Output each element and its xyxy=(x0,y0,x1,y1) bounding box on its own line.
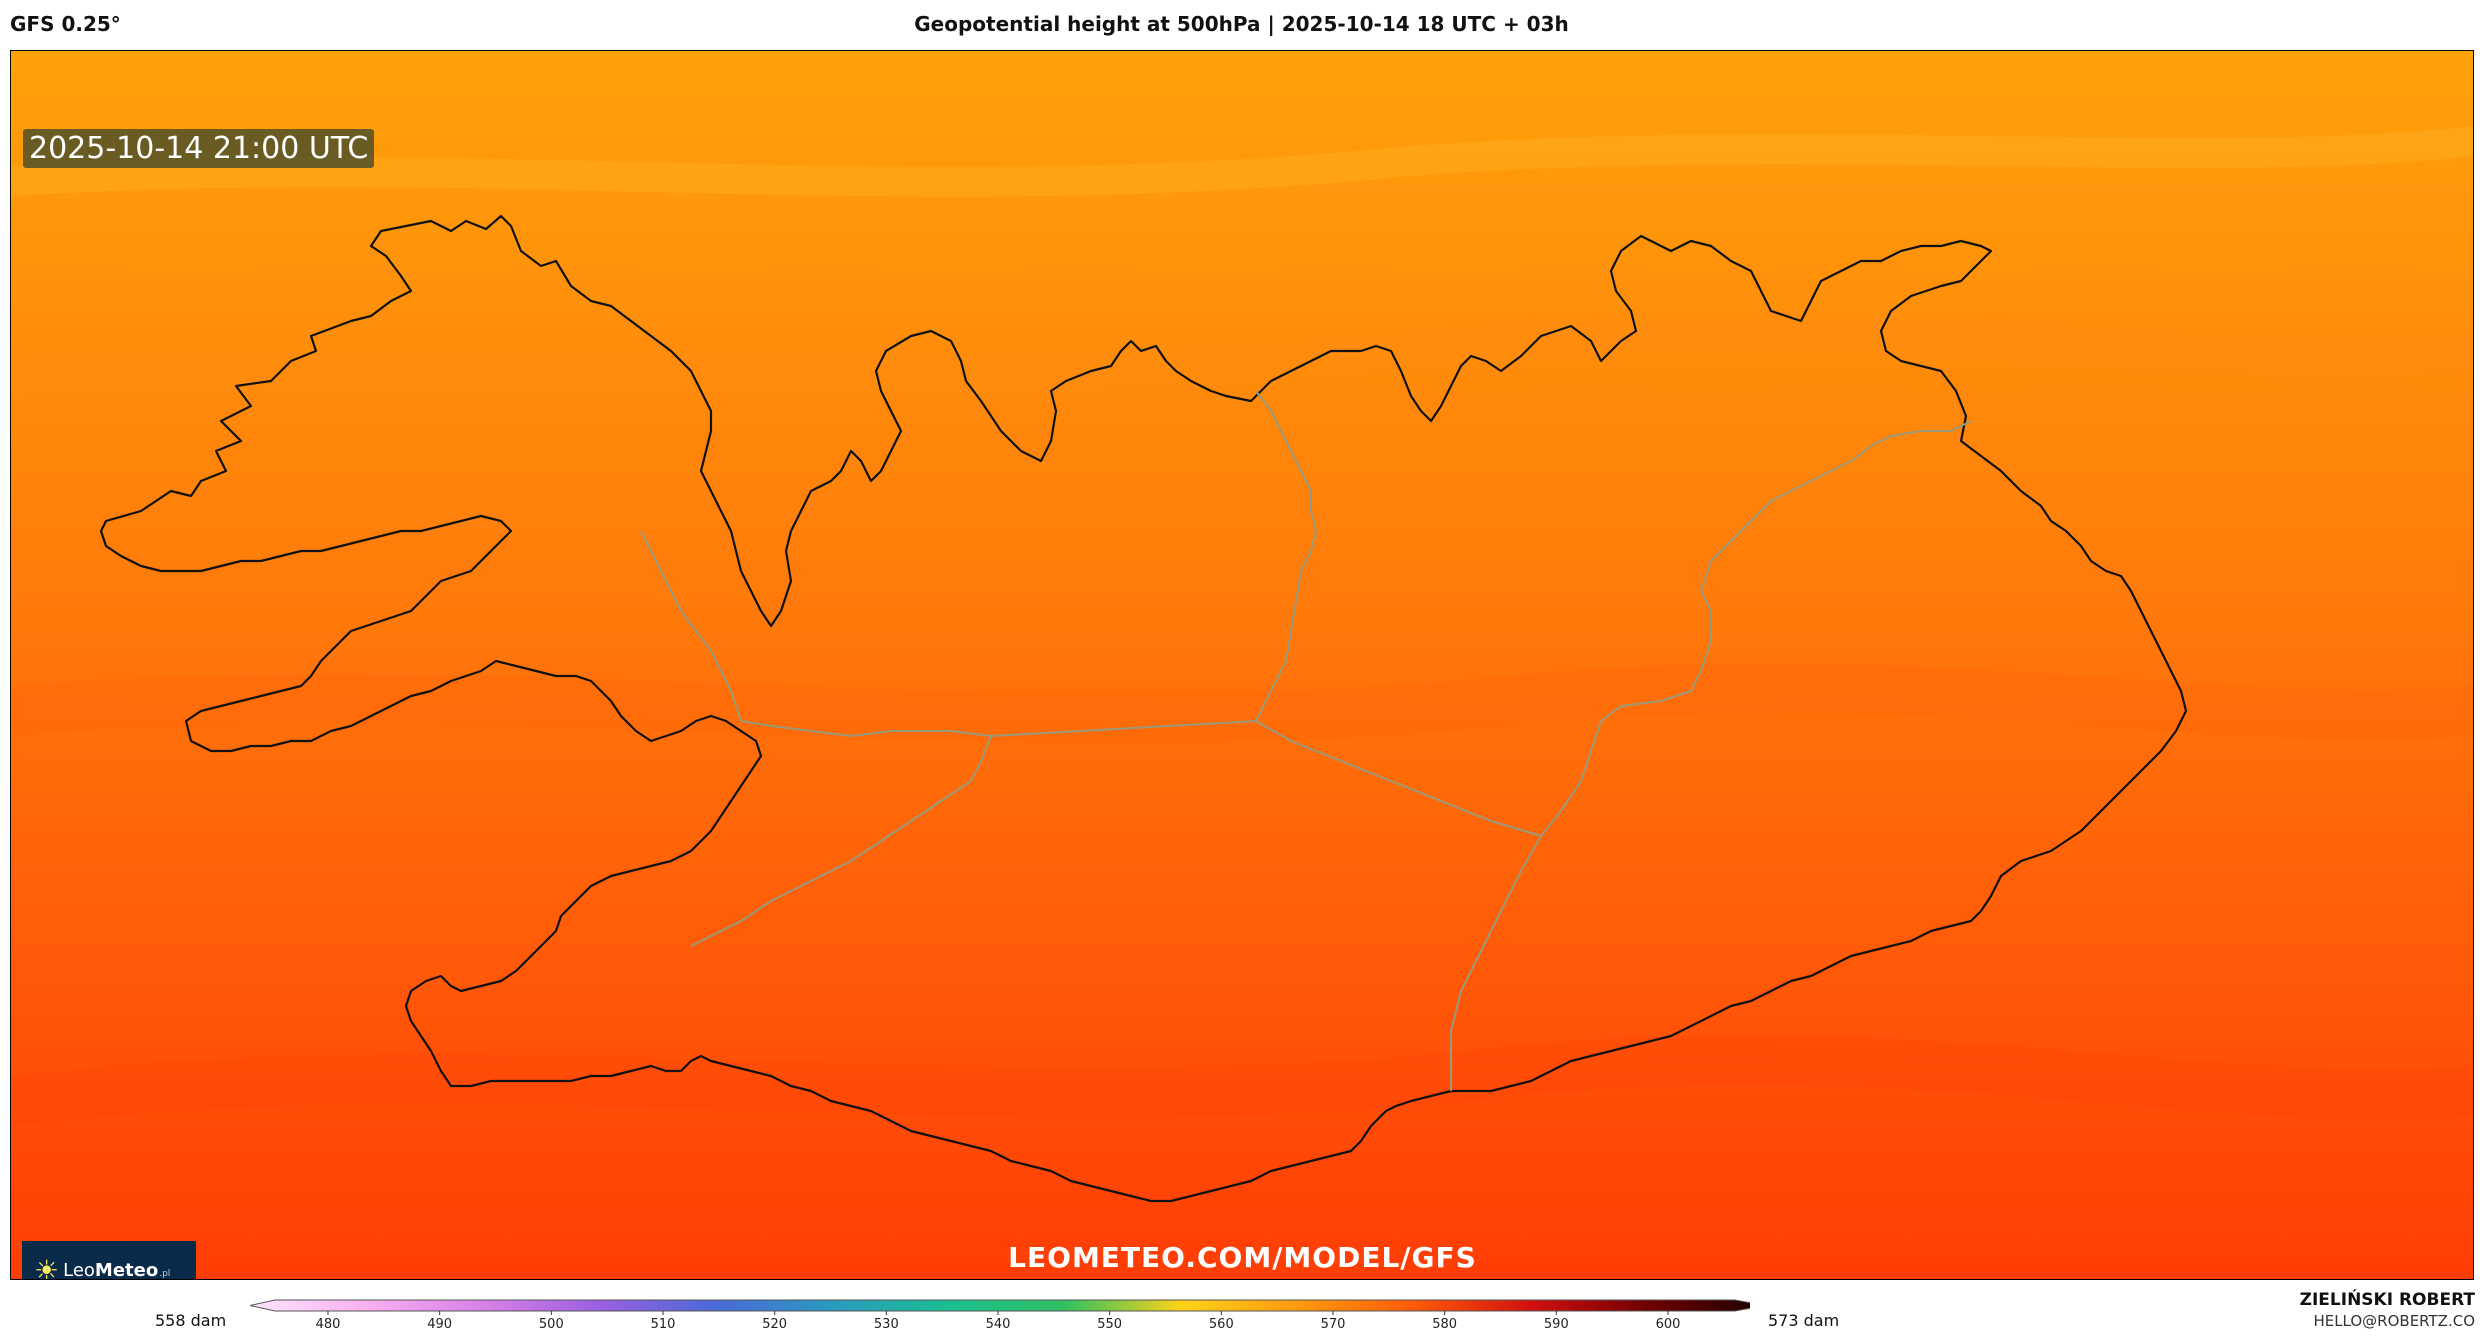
sun-icon: ☀ xyxy=(34,1253,60,1280)
model-label: GFS 0.25° xyxy=(10,12,121,36)
logo-suffix: .pl xyxy=(159,1269,171,1279)
colorbar-tick-label: 500 xyxy=(539,1317,564,1332)
leometeo-logo[interactable]: ☀ LeoMeteo .pl xyxy=(22,1241,196,1280)
colorbar: 480 490 500 510 520 530 540 550 560 570 580 590 600 xyxy=(250,1299,1750,1332)
author-email: HELLO@ROBERTZ.CO xyxy=(2313,1312,2475,1330)
map-svg xyxy=(11,51,2473,1279)
region-border xyxy=(640,390,1972,1091)
colorbar-tick-label: 550 xyxy=(1097,1317,1122,1332)
map-title: Geopotential height at 500hPa | 2025-10-… xyxy=(914,12,1569,36)
colorbar-tick-label: 560 xyxy=(1209,1317,1234,1332)
colorbar-min-label: 558 dam xyxy=(155,1311,227,1330)
author-name: ZIELIŃSKI ROBERT xyxy=(2299,1290,2475,1310)
contour-band xyxy=(11,663,2473,744)
author-block: ZIELIŃSKI ROBERT HELLO@ROBERTZ.CO xyxy=(2300,1290,2475,1332)
logo-text: LeoMeteo xyxy=(63,1259,159,1280)
iceland-coastline xyxy=(99,214,2188,1203)
contour-band xyxy=(11,309,2473,401)
colorbar-tick-label: 520 xyxy=(762,1317,787,1332)
colorbar-tick-label: 540 xyxy=(986,1317,1011,1332)
colorbar-tick-label: 530 xyxy=(874,1317,899,1332)
colorbar-tick-label: 510 xyxy=(651,1317,676,1332)
colorbar-tick-label: 600 xyxy=(1656,1317,1681,1332)
colorbar-tick-label: 480 xyxy=(316,1317,341,1332)
colorbar-tick-label: 570 xyxy=(1321,1317,1346,1332)
colorbar-max-label: 573 dam xyxy=(1768,1311,1840,1330)
valid-time-label: 2025-10-14 21:00 UTC xyxy=(23,129,375,168)
colorbar-tick-label: 490 xyxy=(427,1317,452,1332)
height-field xyxy=(11,51,2473,1279)
colorbar-tick-label: 580 xyxy=(1432,1317,1457,1332)
contour-band xyxy=(11,1034,2473,1126)
colorbar-tick-label: 590 xyxy=(1544,1317,1569,1332)
colorbar-gradient xyxy=(250,1299,1750,1312)
watermark-url: LEOMETEO.COM/MODEL/GFS xyxy=(1008,1241,1477,1274)
contour-band xyxy=(11,126,2473,197)
map-area[interactable]: 2025-10-14 21:00 UTC ☀ LeoMeteo .pl LEOM… xyxy=(10,50,2474,1280)
